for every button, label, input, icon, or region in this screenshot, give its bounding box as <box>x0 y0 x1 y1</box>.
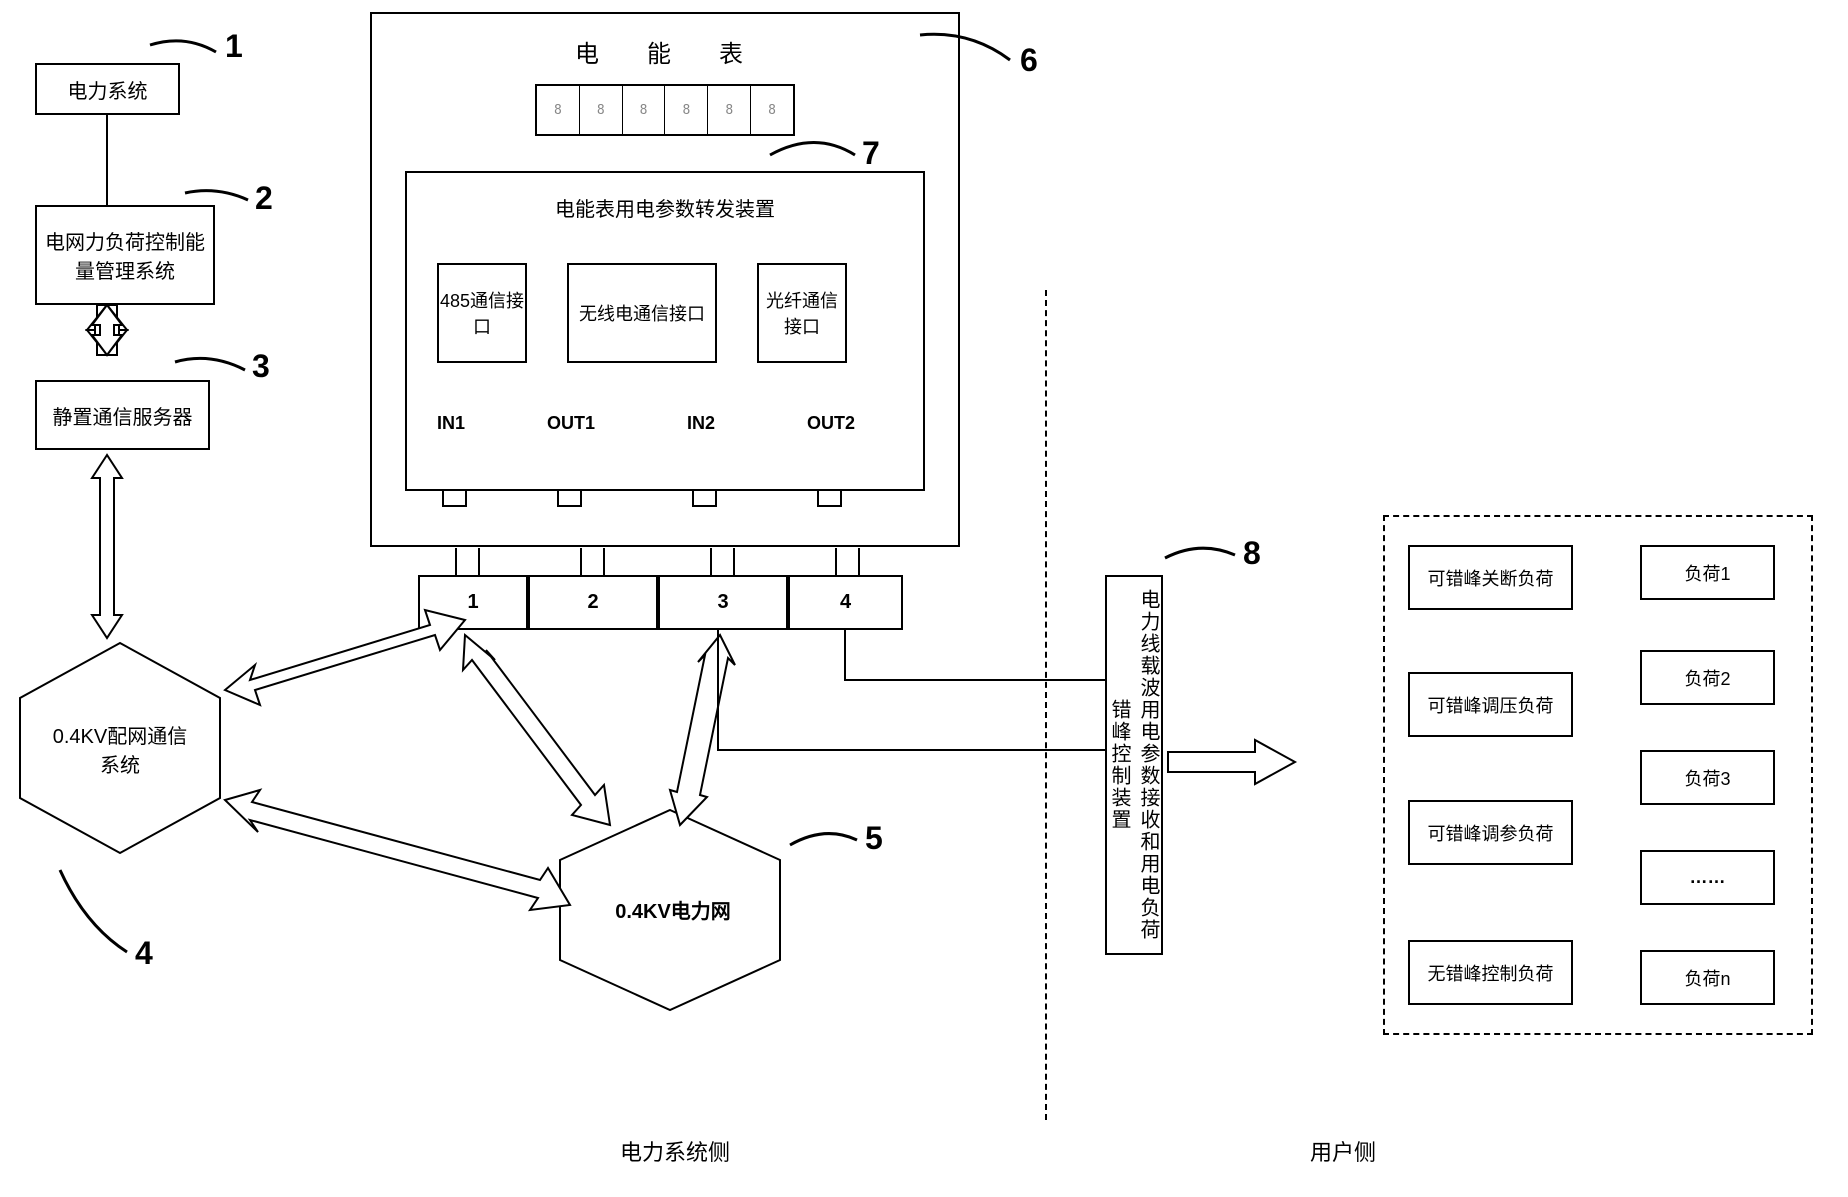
digit: 8 <box>537 86 580 134</box>
load-2: 负荷2 <box>1640 650 1775 705</box>
tab <box>692 491 717 507</box>
in1-label: IN1 <box>437 413 465 434</box>
num-4: 4 <box>135 935 153 972</box>
in2-label: IN2 <box>687 413 715 434</box>
digit: 8 <box>751 86 793 134</box>
num-2: 2 <box>255 180 273 217</box>
num-1: 1 <box>225 28 243 65</box>
block-power-system: 电力系统 <box>35 63 180 115</box>
digit: 8 <box>580 86 623 134</box>
num-3: 3 <box>252 348 270 385</box>
digit: 8 <box>623 86 666 134</box>
block-comm-server: 静置通信服务器 <box>35 380 210 450</box>
b7-title: 电能表用电参数转发装置 <box>407 193 923 222</box>
port-4: 4 <box>788 575 903 630</box>
user-type-4: 无错峰控制负荷 <box>1408 940 1573 1005</box>
num-6: 6 <box>1020 42 1038 79</box>
meter-box: 电 能 表 8 8 8 8 8 8 电能表用电参数转发装置 485通信接口 无线… <box>370 12 960 547</box>
load-dots: …… <box>1640 850 1775 905</box>
port-fiber: 光纤通信接口 <box>757 263 847 363</box>
tab <box>557 491 582 507</box>
digit: 8 <box>708 86 751 134</box>
num-8: 8 <box>1243 535 1261 572</box>
digit: 8 <box>665 86 708 134</box>
user-type-3: 可错峰调参负荷 <box>1408 800 1573 865</box>
tab <box>817 491 842 507</box>
meter-display: 8 8 8 8 8 8 <box>535 84 795 136</box>
port-radio: 无线电通信接口 <box>567 263 717 363</box>
hex5-label: 0.4KV电力网 <box>598 895 748 924</box>
side-user-label: 用户侧 <box>1310 1135 1376 1167</box>
hex4-label: 0.4KV配网通信系统 <box>45 720 195 778</box>
side-power-label: 电力系统侧 <box>620 1135 730 1167</box>
stub <box>580 548 605 575</box>
port-3: 3 <box>658 575 788 630</box>
num-5: 5 <box>865 820 883 857</box>
stub <box>710 548 735 575</box>
block-plc-receiver: 电力线载波用电参数接收和用电负荷错峰控制装置 <box>1105 575 1163 955</box>
port-485: 485通信接口 <box>437 263 527 363</box>
num-7: 7 <box>862 135 880 172</box>
user-type-1: 可错峰关断负荷 <box>1408 545 1573 610</box>
port-2: 2 <box>528 575 658 630</box>
tab <box>442 491 467 507</box>
forward-device: 电能表用电参数转发装置 485通信接口 无线电通信接口 光纤通信接口 IN1 O… <box>405 171 925 491</box>
divider <box>1045 290 1047 1120</box>
port-1: 1 <box>418 575 528 630</box>
stub <box>455 548 480 575</box>
meter-title: 电 能 表 <box>372 34 958 69</box>
load-1: 负荷1 <box>1640 545 1775 600</box>
out2-label: OUT2 <box>807 413 855 434</box>
user-type-2: 可错峰调压负荷 <box>1408 672 1573 737</box>
load-3: 负荷3 <box>1640 750 1775 805</box>
load-n: 负荷n <box>1640 950 1775 1005</box>
block-grid-load-mgmt: 电网力负荷控制能量管理系统 <box>35 205 215 305</box>
stub <box>835 548 860 575</box>
out1-label: OUT1 <box>547 413 595 434</box>
